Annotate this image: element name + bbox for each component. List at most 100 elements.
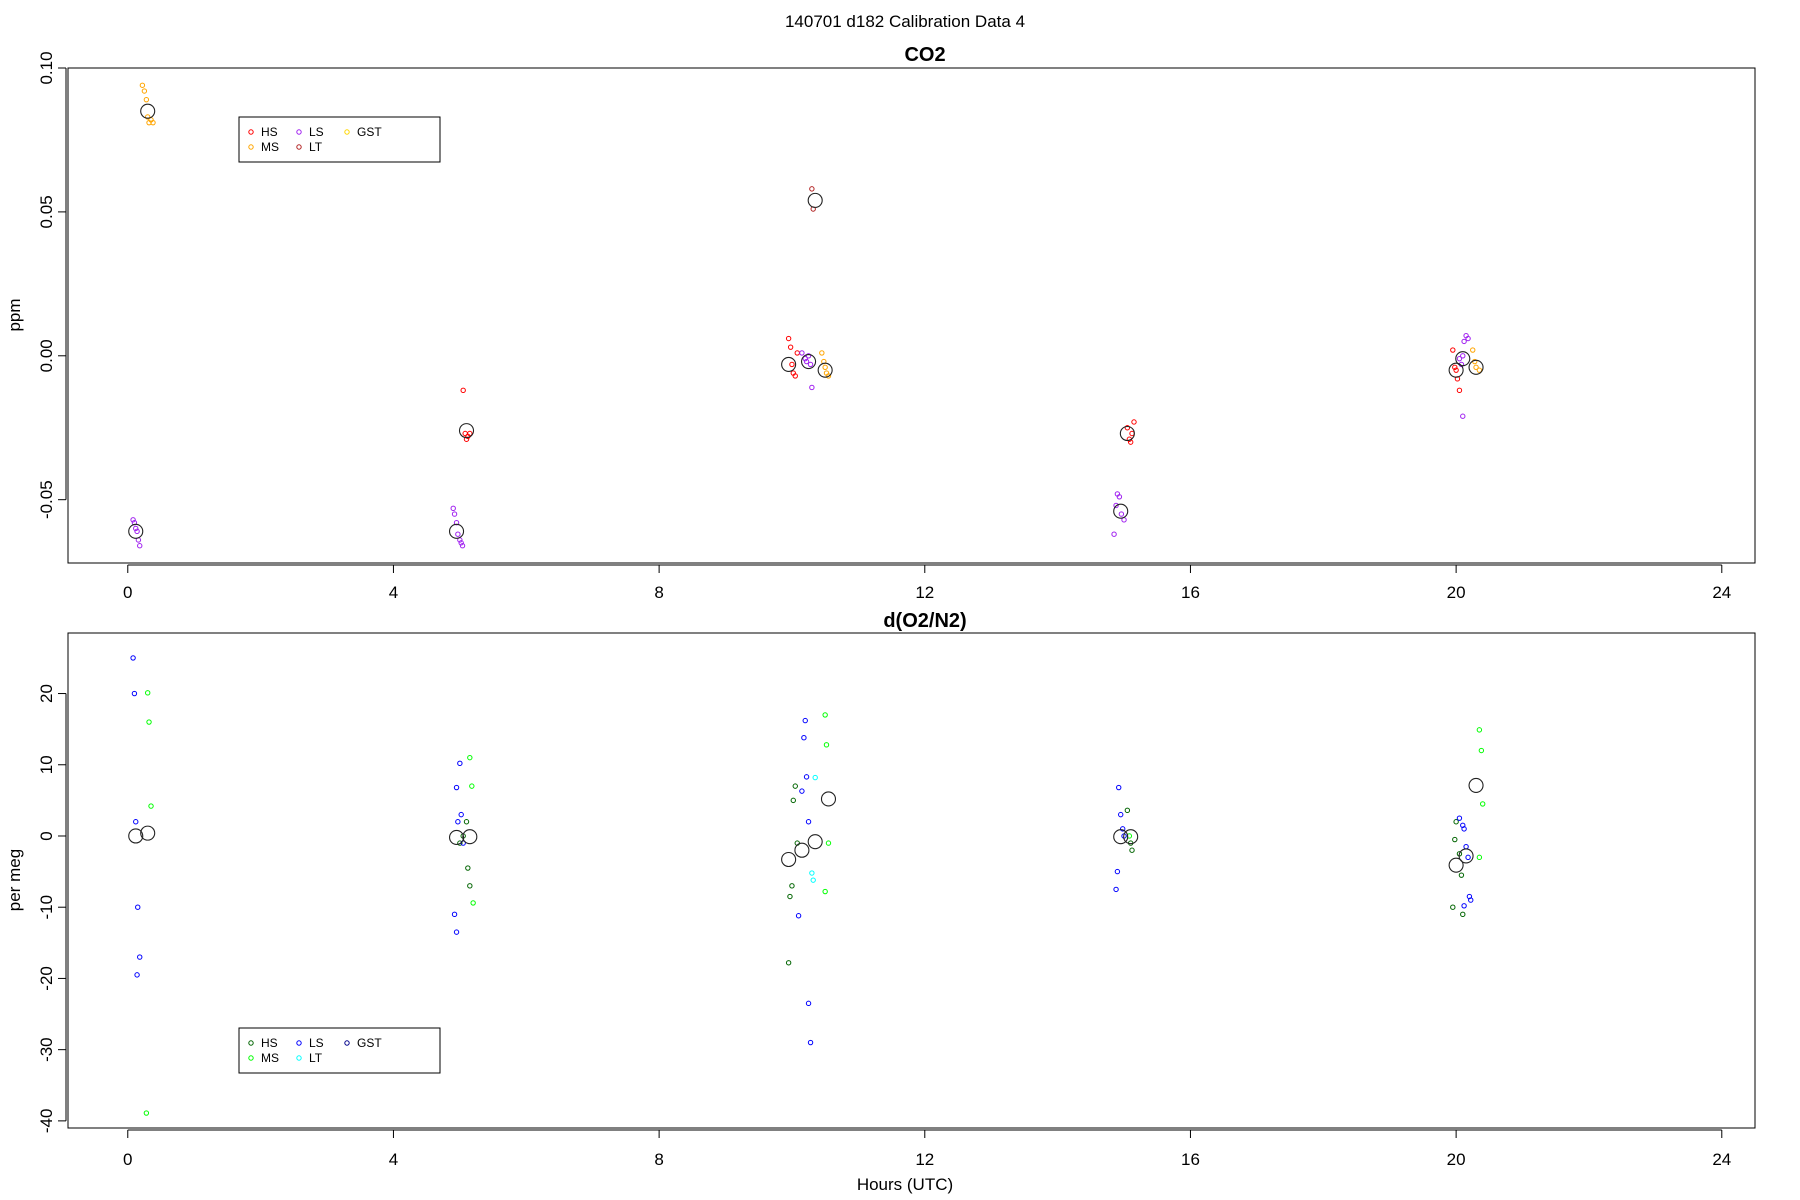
o2n2-mean-marker <box>448 829 465 845</box>
co2-mean-marker <box>1113 503 1129 519</box>
co2-point-hs <box>794 350 800 356</box>
co2-point-ls <box>1460 353 1466 359</box>
co2-point-hs <box>1452 364 1458 371</box>
o2n2-point-hs <box>1460 911 1466 918</box>
co2-point-ms <box>1473 364 1479 371</box>
co2-point-ls <box>130 517 136 523</box>
co2-legend-label: LS <box>309 125 324 139</box>
co2-point-ls <box>453 520 460 526</box>
o2n2-point-ls <box>1113 886 1119 893</box>
o2n2-legend-label: MS <box>261 1051 279 1065</box>
co2-y-tick-label: 0.10 <box>37 51 56 84</box>
co2-point-hs <box>1456 387 1463 394</box>
o2n2-point-ls <box>1461 826 1467 832</box>
o2n2-point-ls <box>130 655 136 661</box>
o2n2-point-lt <box>810 877 816 883</box>
o2n2-point-ls <box>1114 868 1121 875</box>
o2n2-point-hs <box>789 883 795 889</box>
co2-point-ms <box>822 364 828 371</box>
o2n2-point-ms <box>1478 747 1485 754</box>
co2-mean-marker <box>807 192 823 208</box>
co2-point-ms <box>139 82 146 88</box>
o2n2-point-hs <box>1450 904 1456 910</box>
o2n2-y-tick-label: 20 <box>37 684 56 703</box>
co2-mean-marker <box>128 523 144 539</box>
co2-point-ls <box>1465 335 1471 342</box>
o2n2-y-tick-label: -10 <box>37 895 56 920</box>
o2n2-point-hs <box>1458 872 1465 878</box>
o2n2-point-hs <box>465 865 471 871</box>
o2n2-point-ls <box>1120 826 1126 832</box>
co2-mean-marker <box>801 353 817 370</box>
o2n2-x-tick-label: 4 <box>389 1150 398 1169</box>
o2n2-y-tick-label: -30 <box>37 1037 56 1062</box>
co2-legend-swatch <box>344 129 350 135</box>
x-axis-label: Hours (UTC) <box>857 1175 953 1194</box>
co2-point-ls <box>802 355 808 362</box>
o2n2-x-tick-label: 24 <box>1712 1150 1731 1169</box>
o2n2-plot-frame <box>67 632 1756 1129</box>
co2-x-tick-label: 0 <box>123 583 132 602</box>
co2-panel-title: CO2 <box>904 44 945 66</box>
co2-mean-marker <box>1468 359 1484 375</box>
co2-point-ls <box>809 384 815 391</box>
co2-point-ls <box>1116 494 1123 500</box>
o2n2-point-ls <box>1461 903 1467 909</box>
co2-mean-marker <box>140 103 156 119</box>
co2-legend-label: LT <box>309 140 323 154</box>
co2-y-tick-label: -0.05 <box>37 480 56 519</box>
o2n2-point-hs <box>1452 836 1458 843</box>
o2n2-legend-swatch <box>248 1055 254 1061</box>
o2n2-mean-marker <box>140 825 156 841</box>
co2-point-hs <box>463 436 470 442</box>
o2n2-x-tick-label: 20 <box>1447 1150 1466 1169</box>
o2n2-point-hs <box>1124 807 1131 814</box>
co2-point-hs <box>1450 347 1456 353</box>
o2n2-point-ls <box>1463 843 1469 850</box>
o2n2-mean-marker <box>820 791 837 807</box>
o2n2-point-ls <box>455 819 461 825</box>
o2n2-x-tick-label: 0 <box>123 1150 132 1169</box>
o2n2-point-ls <box>1456 815 1463 821</box>
co2-point-ls <box>803 358 810 365</box>
co2-point-hs <box>787 344 794 350</box>
co2-point-ms <box>143 96 150 103</box>
o2n2-legend-swatch <box>344 1040 350 1046</box>
o2n2-panel: d(O2/N2) per meg 0 4 8 12 16 20 24 -40 -30 -20 -10… <box>5 610 1756 1169</box>
o2n2-point-ls <box>453 929 460 935</box>
o2n2-point-ms <box>1476 727 1483 733</box>
co2-point-ms <box>819 350 825 356</box>
co2-y-axis-label: ppm <box>5 298 24 331</box>
o2n2-point-ls <box>803 774 810 780</box>
o2n2-point-ls <box>451 911 458 918</box>
co2-panel: CO2 ppm 0 4 8 12 16 20 24 -0.05 0.00 0.05 0.10 HSMS… <box>5 44 1756 602</box>
o2n2-legend-label: LS <box>309 1036 324 1050</box>
o2n2-point-ls <box>805 1000 812 1007</box>
co2-point-hs <box>1453 367 1459 373</box>
o2n2-point-hs <box>785 960 792 966</box>
o2n2-point-ms <box>822 712 828 718</box>
o2n2-y-tick-label: -40 <box>37 1109 56 1134</box>
co2-x-tick-label: 16 <box>1181 583 1200 602</box>
co2-plot-frame <box>67 67 1756 564</box>
o2n2-point-ls <box>1468 897 1474 903</box>
co2-legend-swatch <box>248 144 254 150</box>
co2-point-lt <box>809 186 815 192</box>
co2-mean-marker <box>458 423 475 439</box>
o2n2-point-ms <box>825 840 832 846</box>
co2-x-tick-label: 4 <box>389 583 398 602</box>
o2n2-point-ls <box>807 1039 814 1046</box>
o2n2-point-ls <box>795 913 802 919</box>
co2-legend-label: HS <box>261 125 278 139</box>
co2-point-ls <box>134 528 140 535</box>
co2-point-ls <box>451 511 458 517</box>
o2n2-point-ls <box>457 760 463 767</box>
co2-point-hs <box>792 373 798 379</box>
o2n2-point-ms <box>145 690 151 696</box>
co2-x-tick-label: 24 <box>1712 583 1731 602</box>
co2-mean-marker <box>1448 362 1464 378</box>
o2n2-point-ls <box>137 954 143 960</box>
o2n2-mean-marker <box>1468 777 1484 793</box>
